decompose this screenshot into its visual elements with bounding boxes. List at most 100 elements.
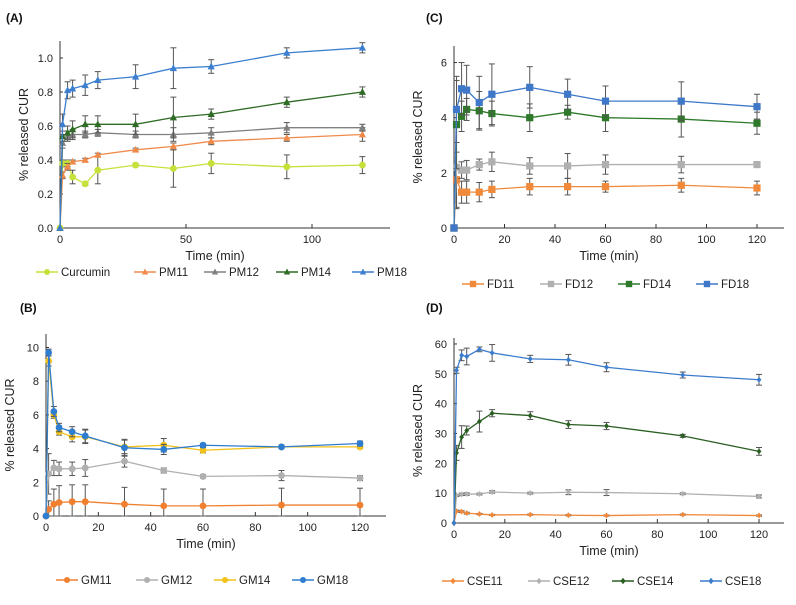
x-tick-label: 100: [303, 234, 321, 246]
data-point: [207, 137, 215, 145]
y-axis-title: % released CUR: [411, 90, 425, 183]
x-tick-label: 100: [699, 529, 717, 541]
x-tick-label: 120: [750, 529, 768, 541]
legend-marker: [43, 268, 51, 276]
legend-item-fd18: FD18: [696, 279, 749, 291]
data-point: [457, 166, 466, 174]
legend-item-fd11: FD11: [462, 279, 514, 291]
data-point: [450, 224, 458, 232]
data-point: [680, 490, 686, 497]
data-point: [756, 493, 762, 500]
data-point: [753, 103, 761, 111]
legend-label: CSE11: [467, 576, 503, 588]
data-point: [45, 349, 53, 356]
data-point: [477, 346, 482, 353]
data-point: [356, 440, 364, 447]
data-point: [199, 441, 207, 449]
data-point: [207, 62, 215, 70]
panel-b: (B) 0 20 40 60 80 100 120 0 2 4 6 8 10 Time (min) % rel…: [3, 301, 386, 587]
data-point: [160, 446, 168, 453]
legend-marker: [299, 576, 307, 584]
x-tick-label: 80: [249, 522, 261, 534]
panel-d: (D) 0 20 40 60 80 100 120 0 10 20 30 40 50 60 Time (min…: [411, 301, 784, 588]
legend-label: FD18: [721, 279, 749, 291]
data-point: [527, 355, 533, 362]
data-point: [68, 498, 76, 506]
data-point: [459, 508, 465, 515]
x-axis-title: Time (min): [176, 537, 235, 551]
data-point: [475, 188, 483, 196]
data-point: [283, 163, 291, 171]
data-point: [199, 446, 207, 454]
legend-marker: [221, 576, 229, 584]
data-point: [81, 81, 89, 89]
legend-marker: [141, 268, 149, 275]
data-point: [463, 166, 471, 174]
legend-marker: [625, 280, 633, 288]
data-point: [464, 427, 470, 434]
data-point: [452, 105, 461, 114]
data-point: [457, 188, 466, 196]
data-point: [475, 160, 483, 169]
x-axis-title: Time (min): [185, 249, 244, 263]
data-point: [457, 85, 466, 93]
data-point: [358, 43, 366, 51]
data-point: [601, 160, 610, 169]
data-point: [358, 130, 366, 138]
x-tick-label: 0: [451, 529, 457, 541]
x-tick-label: 20: [499, 529, 511, 541]
data-point: [69, 84, 77, 92]
series-line: [59, 133, 363, 229]
data-point: [477, 491, 482, 498]
x-tick-label: 0: [57, 234, 63, 246]
data-point: [358, 161, 366, 169]
y-axis-title: % released CUR: [3, 378, 17, 471]
panel-c: (C) 0 20 40 60 80 100 120 0 2 4 6 Time (min) % releas…: [411, 11, 784, 291]
data-point: [564, 162, 572, 170]
data-point: [94, 166, 102, 174]
data-point: [527, 412, 533, 419]
series-fd12: [450, 125, 761, 232]
x-tick-label: 40: [549, 234, 561, 246]
data-point: [680, 511, 686, 518]
data-point: [68, 428, 76, 436]
data-point: [199, 502, 207, 510]
legend-item-gm14: GM14: [214, 575, 271, 587]
y-tick-label: 0: [33, 511, 39, 523]
panel-label: (B): [20, 301, 37, 315]
data-point: [55, 424, 63, 431]
data-point: [121, 457, 128, 465]
data-point: [283, 48, 291, 56]
y-tick-label: 10: [435, 488, 447, 500]
data-point: [169, 142, 177, 150]
x-axis-title: Time (min): [579, 544, 638, 558]
legend-item-pm18: PM18: [352, 267, 407, 279]
legend-item-gm18: GM18: [292, 575, 348, 587]
x-axis-title: Time (min): [579, 249, 638, 263]
y-tick-label: 0: [441, 518, 447, 530]
series-cse12: [451, 488, 762, 526]
legend-marker: [547, 280, 555, 288]
data-point: [601, 183, 610, 191]
data-point: [457, 112, 466, 120]
legend-item-pm12: PM12: [204, 267, 259, 279]
x-tick-label: 60: [599, 234, 611, 246]
data-point: [81, 464, 89, 472]
legend-item-cse14: CSE14: [612, 576, 674, 588]
x-tick-label: 100: [697, 234, 715, 246]
data-point: [42, 512, 50, 520]
legend-label: CSE12: [553, 576, 589, 588]
data-point: [677, 181, 685, 189]
x-tick-label: 60: [600, 529, 612, 541]
data-point: [356, 501, 364, 509]
series-line: [453, 348, 760, 524]
x-tick-label: 80: [650, 234, 662, 246]
data-point: [463, 86, 471, 94]
data-point: [489, 349, 495, 356]
y-tick-label: 4: [33, 444, 39, 456]
legend-label: Curcumin: [61, 267, 110, 279]
data-point: [604, 489, 609, 496]
y-tick-label: 50: [435, 369, 447, 381]
data-point: [160, 467, 168, 474]
panel-label: (D): [426, 301, 443, 315]
